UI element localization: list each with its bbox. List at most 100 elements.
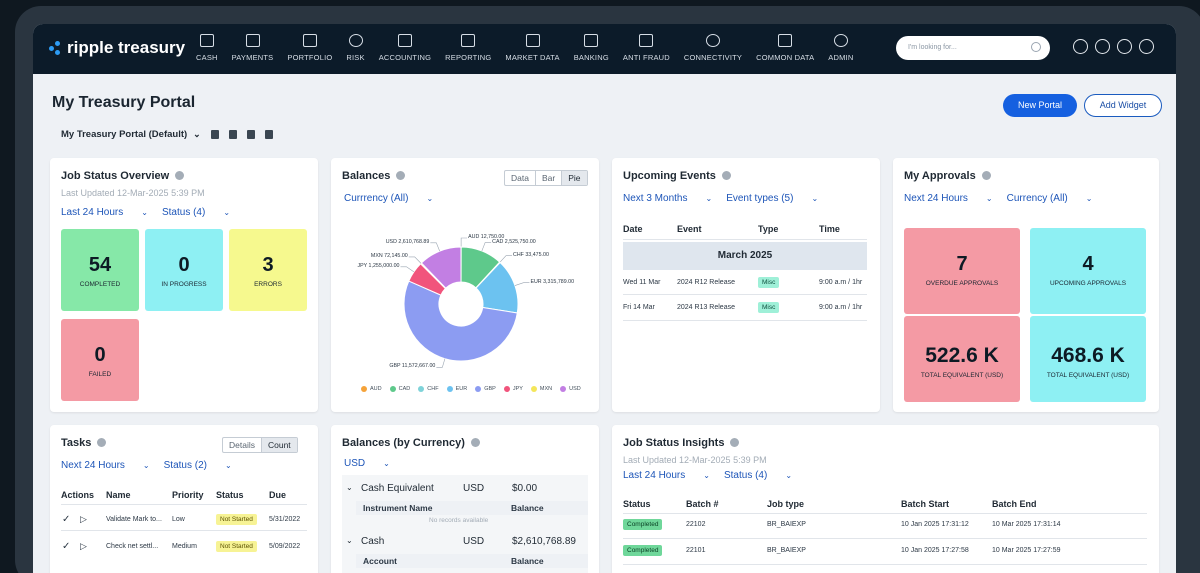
logo[interactable]: ripple treasury [49,38,185,58]
view-data-button[interactable]: Data [505,171,536,185]
upcoming-total-tile[interactable]: 468.6 K TOTAL EQUIVALENT (USD) [1030,316,1146,402]
new-portal-button[interactable]: New Portal [1003,94,1077,117]
portal-selector[interactable]: My Treasury Portal (Default) ⌄ [61,129,273,140]
nav-item-market-data[interactable]: MARKET DATA [505,34,560,62]
help-icon[interactable] [1117,39,1132,54]
column-header-status[interactable]: Status [216,490,244,500]
view-bar-button[interactable]: Bar [536,171,563,185]
pie-slice-usd[interactable] [420,246,462,289]
status-filter[interactable]: Status (2) ⌄ [164,460,232,471]
event-name[interactable]: 2024 R13 Release [677,304,735,311]
nav-item-portfolio[interactable]: PORTFOLIO [287,34,332,62]
column-header-due[interactable]: Due [269,490,287,500]
view-pie-button[interactable]: Pie [562,171,587,185]
column-header-batch-end[interactable]: Batch End [992,499,1037,509]
divider [623,513,1147,514]
nav-item-connectivity[interactable]: CONNECTIVITY [684,34,742,62]
nav-item-admin[interactable]: ADMIN [828,34,853,62]
pie-slice-gbp[interactable] [403,280,518,362]
column-header-batch-start[interactable]: Batch Start [901,499,950,509]
view-count-button[interactable]: Count [261,438,297,452]
pie-leader-line [430,242,440,252]
legend-item-chf[interactable]: CHF [418,386,439,392]
user-icon[interactable] [1073,39,1088,54]
info-icon[interactable] [981,171,991,180]
info-icon[interactable] [175,171,185,180]
legend-item-gbp[interactable]: GBP [475,386,496,392]
play-icon[interactable]: ▷ [80,514,87,524]
time-filter[interactable]: Last 24 Hours ⌄ [623,470,710,481]
chart-view-toggle: Data Bar Pie [504,170,588,186]
info-icon[interactable] [97,438,107,447]
check-icon[interactable]: ✓ [62,541,71,552]
column-header-date[interactable]: Date [623,224,643,234]
nav-item-risk[interactable]: RISK [346,34,365,62]
info-icon[interactable] [396,171,406,180]
upcoming-approvals-tile[interactable]: 4 UPCOMING APPROVALS [1030,228,1146,314]
column-header-status[interactable]: Status [623,499,651,509]
status-filter[interactable]: Status (4) ⌄ [724,470,792,481]
info-icon[interactable] [730,438,740,447]
search-input[interactable]: I'm looking for... [896,36,1050,60]
column-header-account[interactable]: Account [363,556,397,566]
legend-item-cad[interactable]: CAD [389,386,410,392]
time-filter[interactable]: Next 24 Hours ⌄ [904,193,993,204]
legend-item-eur[interactable]: EUR [446,386,467,392]
overdue-approvals-tile[interactable]: 7 OVERDUE APPROVALS [904,228,1020,314]
failed-tile[interactable]: 0 FAILED [61,319,139,401]
column-header-job-type[interactable]: Job type [767,499,805,509]
time-filter[interactable]: Next 24 Hours ⌄ [61,460,150,471]
currency-select[interactable]: USD ⌄ [344,458,390,469]
column-header-priority[interactable]: Priority [172,490,204,500]
batch-number[interactable]: 22101 [686,547,706,554]
edit-icon[interactable] [210,130,219,139]
add-widget-button[interactable]: Add Widget [1084,94,1162,117]
chevron-down-icon: ⌄ [985,194,993,203]
view-details-button[interactable]: Details [223,438,262,452]
nav-item-banking[interactable]: BANKING [574,34,609,62]
overdue-total-tile[interactable]: 522.6 K TOTAL EQUIVALENT (USD) [904,316,1020,402]
event-name[interactable]: 2024 R12 Release [677,279,735,286]
star-icon[interactable] [1095,39,1110,54]
delete-icon[interactable] [246,130,255,139]
legend-item-aud[interactable]: AUD [361,386,382,392]
legend-item-mxn[interactable]: MXN [530,386,552,392]
column-header-balance[interactable]: Balance [511,556,544,566]
task-name[interactable]: Check net settl... [106,543,159,550]
status-filter[interactable]: Status (4) ⌄ [162,207,230,218]
time-filter[interactable]: Last 24 Hours ⌄ [61,207,148,218]
print-icon[interactable] [264,130,273,139]
column-header-type[interactable]: Type [758,224,779,234]
batch-number[interactable]: 22102 [686,521,706,528]
legend-item-jpy[interactable]: JPY [503,386,523,392]
nav-item-reporting[interactable]: REPORTING [445,34,491,62]
play-icon[interactable]: ▷ [80,541,87,551]
currency-filter[interactable]: Currrency (All) ⌄ [344,193,433,204]
errors-tile[interactable]: 3 ERRORS [229,229,307,311]
column-header-instrument[interactable]: Instrument Name [363,503,433,513]
nav-item-cash[interactable]: CASH [196,34,218,62]
column-header-balance[interactable]: Balance [511,503,544,513]
bell-icon[interactable] [1139,39,1154,54]
task-name[interactable]: Validate Mark to... [106,516,162,523]
copy-icon[interactable] [228,130,237,139]
event-type-filter[interactable]: Event types (5) ⌄ [726,193,818,204]
in-progress-tile[interactable]: 0 IN PROGRESS [145,229,223,311]
info-icon[interactable] [470,438,480,447]
legend-label: GBP [484,386,496,392]
search-icon[interactable] [1031,42,1041,52]
column-header-event[interactable]: Event [677,224,702,234]
completed-tile[interactable]: 54 COMPLETED [61,229,139,311]
nav-item-anti-fraud[interactable]: ANTI FRAUD [623,34,670,62]
nav-item-payments[interactable]: PAYMENTS [232,34,274,62]
column-header-name[interactable]: Name [106,490,131,500]
column-header-batch[interactable]: Batch # [686,499,719,509]
time-filter[interactable]: Next 3 Months ⌄ [623,193,712,204]
check-icon[interactable]: ✓ [62,514,71,525]
info-icon[interactable] [721,171,731,180]
currency-filter[interactable]: Currency (All) ⌄ [1007,193,1093,204]
nav-item-common-data[interactable]: COMMON DATA [756,34,814,62]
column-header-time[interactable]: Time [819,224,840,234]
nav-item-accounting[interactable]: ACCOUNTING [379,34,431,62]
legend-item-usd[interactable]: USD [560,386,581,392]
